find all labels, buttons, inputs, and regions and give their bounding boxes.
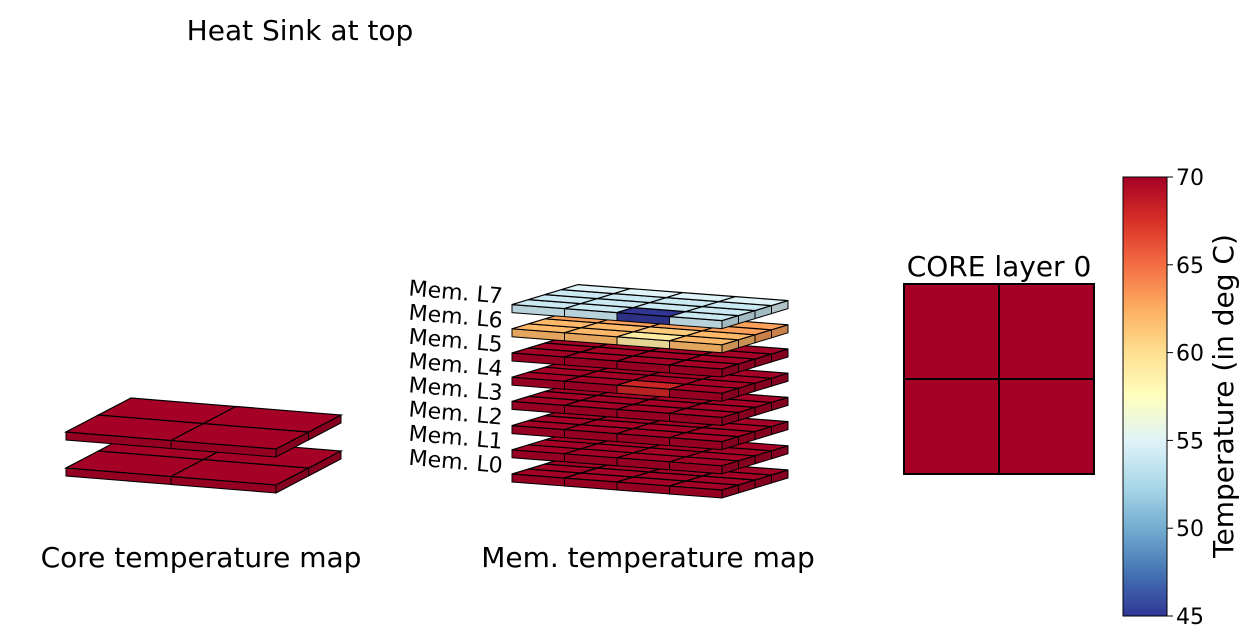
- core-temperature-map: [63, 397, 344, 494]
- mem-layer-7-cell: [718, 295, 789, 307]
- core-caption: Core temperature map: [41, 541, 362, 574]
- colorbar-ticks: 45 50 55 60 65 70: [1167, 166, 1204, 630]
- colorbar: 45 50 55 60 65 70 Temperature (in deg C): [1122, 166, 1240, 630]
- colorbar-label: Temperature (in deg C): [1207, 234, 1240, 559]
- colorbar-tick-label: 60: [1176, 342, 1204, 367]
- figure-title: Heat Sink at top: [187, 14, 414, 47]
- core-layer-0-heatmap: [903, 283, 1095, 475]
- core-layer-1-cell: [201, 405, 344, 433]
- colorbar-tick-label: 50: [1176, 517, 1204, 542]
- colorbar-gradient: [1122, 176, 1168, 617]
- core-layer-0-cell: [998, 378, 1095, 475]
- mem-caption: Mem. temperature map: [481, 541, 815, 574]
- colorbar-tick-label: 65: [1176, 254, 1204, 279]
- colorbar-tick-label: 70: [1176, 166, 1204, 191]
- colorbar-tick-label: 45: [1176, 605, 1204, 630]
- core-layer-0-cell: [903, 378, 1000, 475]
- core-layer-0-frame: [903, 283, 1095, 475]
- colorbar-tick-label: 55: [1176, 429, 1204, 454]
- core-layer-title: CORE layer 0: [907, 250, 1092, 283]
- core-layer-0-cell: [903, 283, 1000, 380]
- core-layer-0-cell: [998, 283, 1095, 380]
